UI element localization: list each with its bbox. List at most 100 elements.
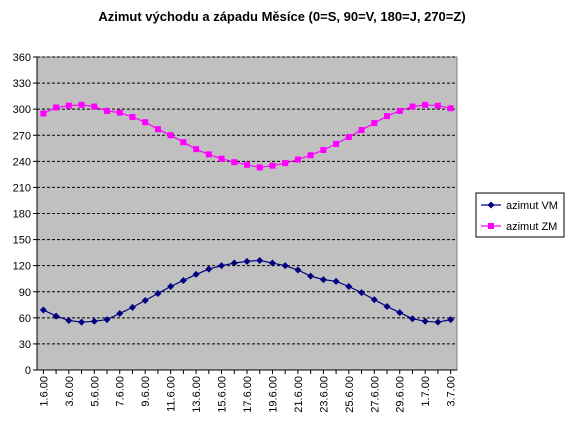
data-point	[358, 127, 365, 134]
data-point	[53, 104, 60, 111]
x-tick-label: 3.6.00	[64, 376, 76, 407]
data-point	[409, 103, 416, 110]
x-tick-label: 25.6.00	[344, 376, 356, 413]
data-point	[179, 276, 187, 284]
legend-marker	[488, 223, 494, 229]
data-point	[230, 259, 238, 267]
data-point	[421, 317, 429, 325]
data-point	[371, 120, 378, 127]
data-point	[408, 315, 416, 323]
data-point	[154, 126, 161, 133]
y-tick-label: 180	[13, 209, 31, 221]
data-point	[370, 296, 378, 304]
data-point	[116, 109, 123, 116]
x-tick-label: 11.6.00	[166, 376, 178, 412]
y-tick-label: 0	[25, 365, 31, 377]
data-point	[78, 101, 85, 108]
data-point	[180, 139, 187, 146]
x-tick-label: 15.6.00	[217, 376, 229, 413]
data-point	[307, 272, 315, 280]
data-point	[167, 132, 174, 139]
x-tick-label: 23.6.00	[318, 376, 330, 413]
y-tick-label: 240	[13, 156, 31, 168]
legend-label: azimut ZM	[506, 221, 557, 233]
y-tick-label: 60	[19, 313, 31, 325]
data-point	[65, 102, 72, 109]
data-point	[192, 270, 200, 278]
data-point	[52, 312, 60, 320]
y-tick-label: 270	[13, 130, 31, 142]
data-point	[422, 101, 429, 108]
data-point	[104, 107, 110, 114]
data-point	[116, 309, 124, 317]
data-point	[193, 146, 200, 153]
plot-area: 0 30 60 90 120 150 180 210 240 270 300 330 360 1.6.00…	[13, 52, 458, 413]
x-tick-label: 29.6.00	[395, 376, 407, 413]
x-tick-label: 3.7.00	[446, 376, 458, 407]
y-tick-label: 90	[19, 287, 31, 299]
data-point	[320, 147, 327, 154]
data-point	[244, 161, 250, 168]
data-point	[333, 140, 340, 147]
data-point	[434, 102, 441, 109]
data-point	[90, 317, 98, 325]
data-point	[167, 283, 175, 291]
data-point	[396, 309, 404, 317]
data-point	[103, 316, 111, 324]
legend: azimut VM azimut ZM	[475, 192, 565, 238]
data-point	[281, 262, 289, 270]
data-point	[141, 296, 149, 304]
data-point	[307, 152, 314, 159]
legend-label: azimut VM	[506, 200, 558, 212]
y-tick-label: 330	[13, 78, 31, 90]
data-point	[294, 266, 302, 274]
data-point	[332, 277, 340, 285]
x-tick-label: 5.6.00	[89, 376, 101, 407]
data-point	[294, 156, 301, 163]
x-tick-label: 17.6.00	[242, 376, 254, 413]
data-point	[256, 256, 264, 264]
data-point	[231, 159, 238, 166]
data-point	[345, 133, 352, 140]
data-point	[40, 110, 47, 117]
legend-box	[475, 192, 565, 238]
x-tick-label: 21.6.00	[293, 376, 305, 413]
x-tick-label: 7.6.00	[115, 376, 127, 407]
data-point	[205, 265, 213, 273]
y-tick-label: 300	[13, 104, 31, 116]
data-point	[129, 113, 136, 120]
x-tick-label: 1.6.00	[38, 376, 50, 407]
data-point	[268, 259, 276, 267]
data-point	[218, 262, 226, 270]
data-point	[269, 162, 276, 169]
data-point	[205, 151, 212, 158]
x-tick-label: 27.6.00	[369, 376, 381, 413]
x-tick-label: 1.7.00	[420, 376, 432, 407]
data-point	[243, 257, 251, 265]
data-point	[128, 303, 136, 311]
data-point	[358, 289, 366, 297]
y-tick-label: 30	[19, 339, 31, 351]
data-point	[396, 107, 403, 114]
y-tick-label: 150	[13, 235, 31, 247]
chart-title: Azimut východu a západu Měsíce (0=S, 90=…	[98, 9, 465, 24]
legend-marker	[487, 201, 495, 209]
x-tick-label: 9.6.00	[140, 376, 152, 407]
data-point	[345, 283, 353, 291]
y-tick-label: 120	[13, 261, 31, 273]
data-point	[447, 105, 454, 112]
data-point	[383, 303, 391, 311]
data-point	[91, 103, 98, 110]
x-tick-label: 19.6.00	[267, 376, 279, 413]
data-point	[142, 119, 149, 126]
data-point	[447, 316, 455, 324]
data-point	[384, 113, 390, 120]
y-tick-label: 360	[13, 52, 31, 64]
data-point	[282, 160, 289, 167]
data-point	[65, 316, 73, 324]
data-point	[319, 276, 327, 284]
data-point	[154, 289, 162, 297]
x-tick-label: 13.6.00	[191, 376, 203, 413]
